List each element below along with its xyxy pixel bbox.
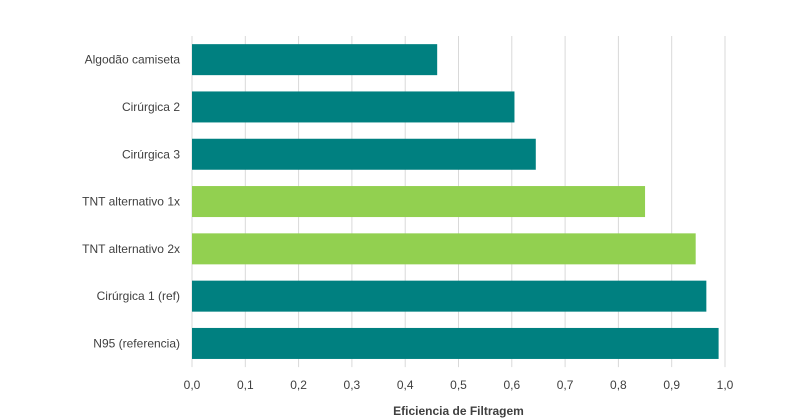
bar: [192, 327, 719, 359]
category-label: N95 (referencia): [93, 336, 180, 350]
x-tick-label: 0,5: [450, 378, 467, 392]
x-tick-label: 0,2: [290, 378, 307, 392]
bar: [192, 91, 515, 123]
x-tick-label: 0,0: [184, 378, 201, 392]
category-label: Algodão camiseta: [85, 53, 181, 67]
x-tick-label: 0,8: [610, 378, 627, 392]
category-label: TNT alternativo 1x: [82, 195, 180, 209]
x-axis-title: Eficiencia de Filtragem: [393, 404, 524, 418]
category-label: TNT alternativo 2x: [82, 242, 180, 256]
bar: [192, 280, 707, 312]
bar: [192, 44, 438, 76]
bar: [192, 186, 646, 218]
bars: [192, 44, 719, 359]
category-label: Cirúrgica 1 (ref): [97, 289, 180, 303]
x-tick-label: 0,9: [663, 378, 680, 392]
x-tick-label: 0,4: [397, 378, 414, 392]
category-labels: Algodão camiseta Cirúrgica 2 Cirúrgica 3 TN…: [82, 53, 180, 351]
x-tick-label: 0,6: [503, 378, 520, 392]
x-tick-label: 1,0: [717, 378, 734, 392]
x-tick-label: 0,1: [237, 378, 254, 392]
x-tick-label: 0,7: [557, 378, 574, 392]
x-tick-label: 0,3: [344, 378, 361, 392]
category-label: Cirúrgica 3: [122, 147, 180, 161]
bar: [192, 138, 536, 170]
bar: [192, 233, 696, 265]
category-label: Cirúrgica 2: [122, 100, 180, 114]
x-tick-labels: 0,0 0,1 0,2 0,3 0,4 0,5 0,6 0,7 0,8 0,9 1,0: [184, 378, 734, 392]
